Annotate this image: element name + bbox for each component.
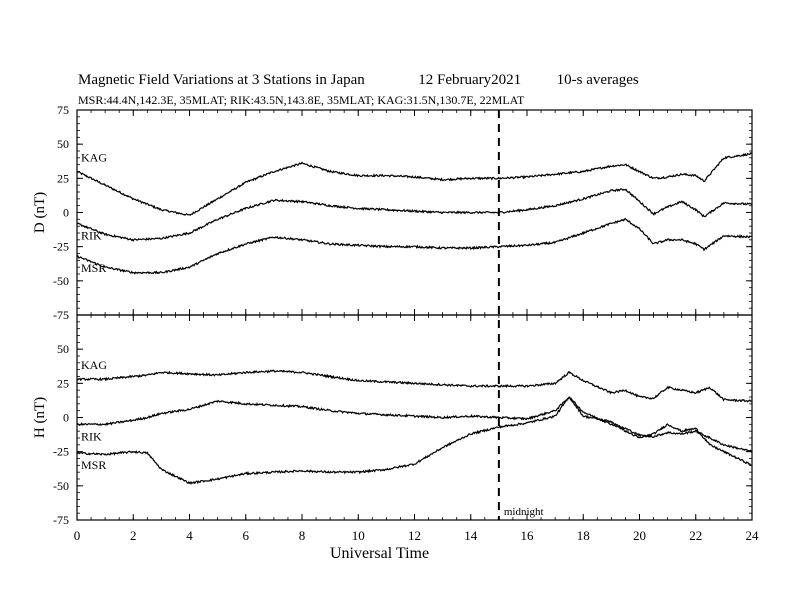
y-tick-label: 50 — [57, 137, 69, 151]
x-tick-label: 2 — [130, 528, 137, 543]
series-line-kag — [76, 152, 753, 216]
x-tick-label: 6 — [243, 528, 250, 543]
x-tick-label: 22 — [689, 528, 702, 543]
y-tick-label: 75 — [57, 103, 69, 117]
title-text: Magnetic Field Variations at 3 Stations … — [78, 72, 365, 88]
y-axis-label: D (nT) — [32, 192, 48, 233]
x-tick-label: 16 — [521, 528, 535, 543]
series-label-kag: KAG — [81, 151, 107, 165]
y-tick-label: 0 — [63, 411, 69, 425]
series-label-rik: RIK — [81, 228, 102, 242]
y-tick-label: -75 — [53, 308, 69, 322]
y-tick-label: 0 — [63, 206, 69, 220]
series-label-msr: MSR — [81, 261, 106, 275]
series-label-msr: MSR — [81, 458, 106, 472]
title-date: 12 February2021 — [418, 72, 522, 88]
x-tick-label: 10 — [352, 528, 365, 543]
y-tick-label: -50 — [53, 274, 69, 288]
series-line-rik — [76, 188, 753, 242]
y-tick-label: 25 — [57, 171, 69, 185]
x-tick-label: 4 — [186, 528, 193, 543]
series-label-kag: KAG — [81, 358, 107, 372]
series-line-rik — [76, 396, 753, 453]
stations-line: MSR:44.4N,142.3E, 35MLAT; RIK:43.5N,143.… — [78, 93, 525, 107]
title-averaging: 10-s averages — [556, 72, 639, 88]
y-tick-label: -25 — [53, 240, 69, 254]
x-tick-label: 0 — [74, 528, 81, 543]
x-tick-label: 20 — [633, 528, 646, 543]
y-tick-label: -75 — [53, 513, 69, 527]
x-tick-label: 24 — [746, 528, 760, 543]
x-axis-label: Universal Time — [330, 545, 429, 562]
series-line-msr — [76, 218, 753, 275]
x-tick-label: 12 — [408, 528, 421, 543]
x-tick-label: 14 — [464, 528, 478, 543]
y-tick-label: -50 — [53, 479, 69, 493]
y-tick-label: 50 — [57, 342, 69, 356]
y-axis-label: H (nT) — [32, 397, 48, 438]
x-tick-label: 8 — [299, 528, 306, 543]
y-tick-label: 25 — [57, 376, 69, 390]
annotation-midnight: midnight — [504, 506, 544, 518]
x-tick-label: 18 — [577, 528, 590, 543]
chart-title: Magnetic Field Variations at 3 Stations … — [78, 72, 639, 89]
series-line-msr — [77, 396, 753, 485]
series-line-kag — [76, 369, 753, 403]
y-tick-label: -25 — [53, 445, 69, 459]
series-label-rik: RIK — [81, 429, 102, 443]
